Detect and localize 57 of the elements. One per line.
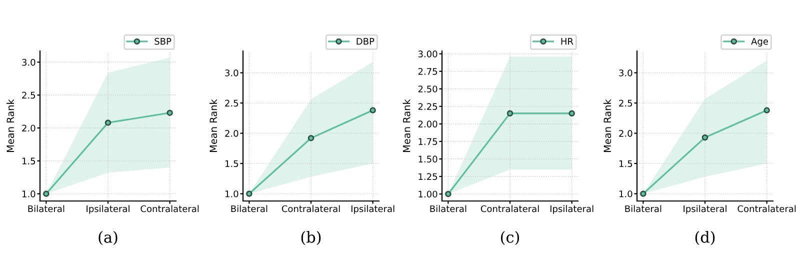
x-tick-label: Bilateral xyxy=(28,205,64,212)
y-tick-label: 2.0 xyxy=(225,130,238,137)
legend-label: DBP xyxy=(356,38,374,45)
y-axis-title: Mean Rank xyxy=(604,99,612,152)
y-axis-title: Mean Rank xyxy=(210,99,218,152)
point xyxy=(764,107,770,114)
point xyxy=(640,190,646,197)
text: (b) xyxy=(301,231,321,245)
x-tick-label: Ipsilateral xyxy=(684,205,726,214)
x-tick-label: Ipsilateral xyxy=(86,205,130,214)
y-tick-label: 2.0 xyxy=(619,130,632,137)
y-axis-title: Mean Rank xyxy=(6,99,14,152)
x-tick-label: Bilateral xyxy=(625,205,662,212)
y-tick-label: 1.5 xyxy=(225,160,238,168)
x-tick-label: Ipsilateral xyxy=(550,205,594,214)
legend-label: SBP xyxy=(154,38,172,45)
point xyxy=(308,134,314,142)
y-tick-label: 1.50 xyxy=(418,156,438,162)
y-tick-label: 2.0 xyxy=(22,124,36,132)
point xyxy=(166,110,173,116)
point xyxy=(43,190,50,197)
x-tick-label: Contralateral xyxy=(738,205,796,212)
y-tick-label: 1.0 xyxy=(619,190,632,198)
y-tick-label: 3.0 xyxy=(22,58,36,66)
x-tick-label: Contralateral xyxy=(480,205,539,212)
y-tick-label: 2.25 xyxy=(418,103,438,110)
y-tick-label: 2.5 xyxy=(22,92,36,99)
y-tick-label: 1.5 xyxy=(22,158,36,164)
point xyxy=(104,120,112,126)
y-tick-label: 1.00 xyxy=(418,190,438,198)
point xyxy=(702,134,708,141)
y-tick-label: 1.5 xyxy=(619,160,632,168)
y-tick-label: 2.5 xyxy=(619,100,632,107)
y-tick-label: 1.75 xyxy=(418,138,438,145)
x-tick-label: Contralateral xyxy=(140,205,199,212)
text: (a) xyxy=(98,231,118,245)
point xyxy=(246,190,252,197)
y-tick-label: 2.00 xyxy=(418,120,438,128)
text: (d) xyxy=(695,231,715,245)
x-tick-label: Bilateral xyxy=(430,205,466,212)
y-tick-label: 1.0 xyxy=(22,190,36,198)
y-tick-label: 2.5 xyxy=(225,100,238,107)
y-tick-label: 3.00 xyxy=(418,50,438,58)
x-tick-label: Contralateral xyxy=(282,205,340,212)
x-tick-label: Bilateral xyxy=(231,205,268,212)
y-axis-title: Mean Rank xyxy=(402,99,410,152)
legend-label: Age xyxy=(751,38,768,46)
x-tick-label: Ipsilateral xyxy=(351,205,394,214)
y-tick-label: 1.0 xyxy=(225,190,238,198)
y-tick-label: 1.25 xyxy=(418,173,438,180)
y-tick-label: 2.50 xyxy=(418,86,438,92)
y-tick-label: 2.75 xyxy=(418,68,438,75)
y-tick-label: 3.0 xyxy=(225,70,238,76)
y-tick-label: 3.0 xyxy=(619,70,632,76)
legend-label: HR xyxy=(561,38,574,45)
point xyxy=(370,107,376,114)
text: (c) xyxy=(500,231,520,245)
